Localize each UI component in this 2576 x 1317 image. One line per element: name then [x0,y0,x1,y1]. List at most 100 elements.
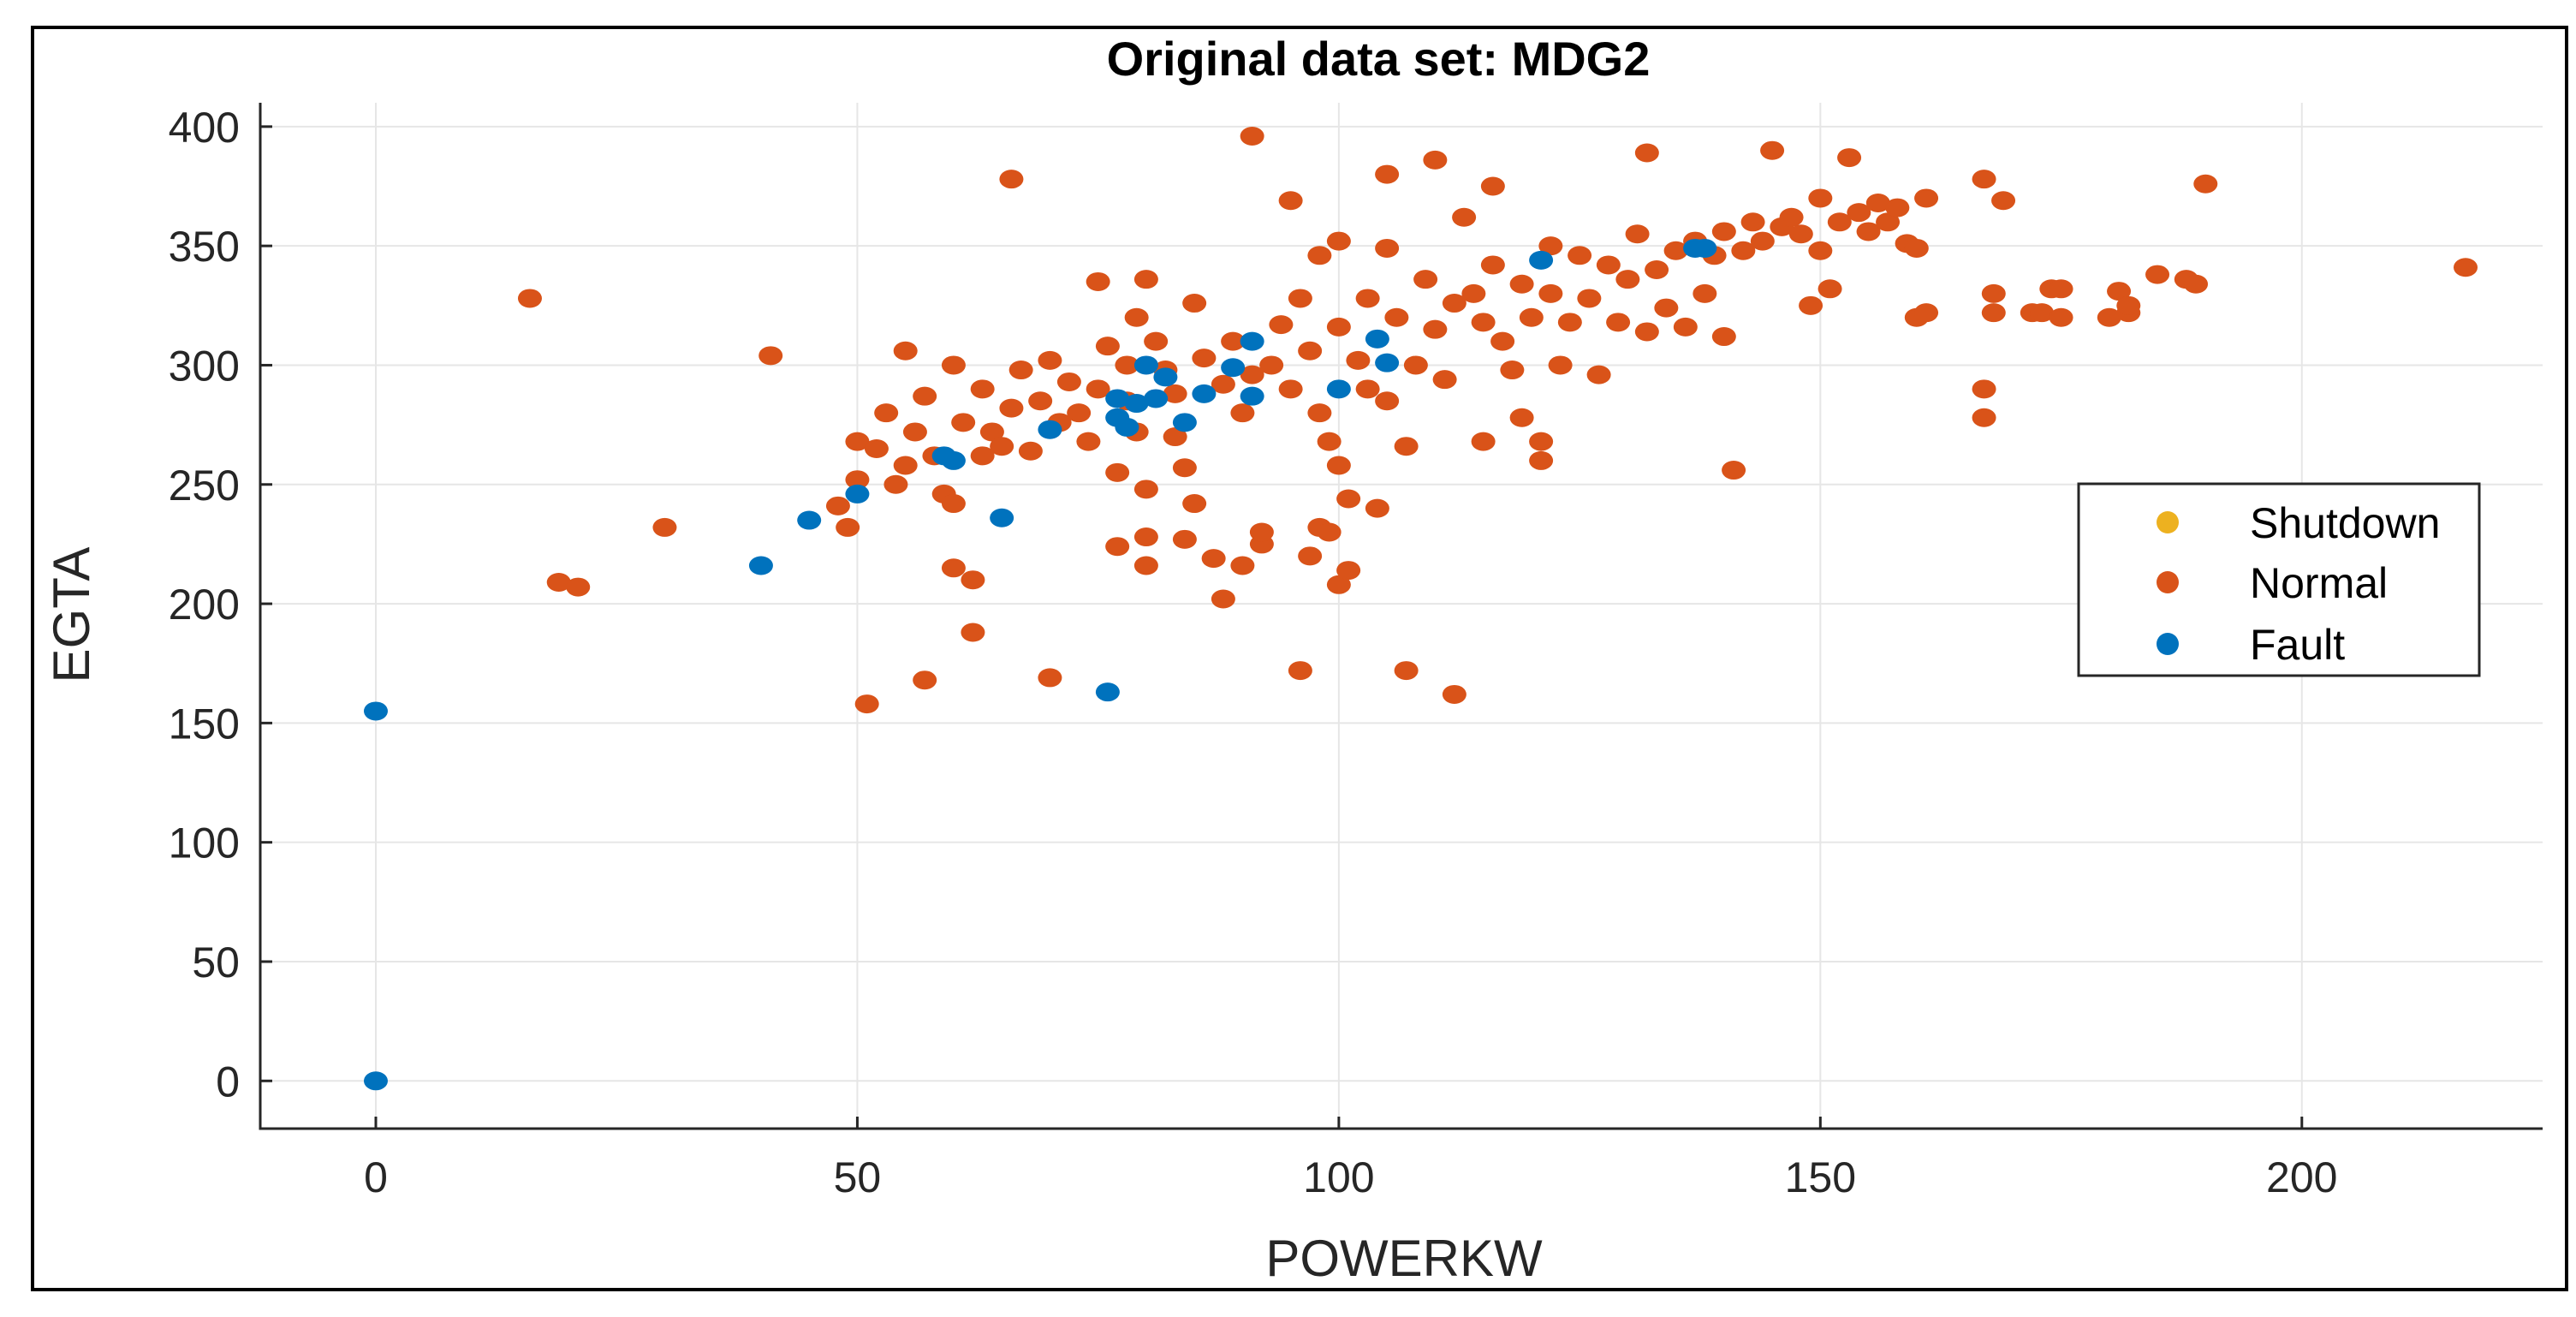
fault-point [1192,384,1217,403]
normal-point [1346,350,1371,370]
normal-point [1355,379,1380,399]
normal-point [1509,274,1534,294]
normal-point [1904,238,1929,258]
normal-point [1288,289,1312,308]
normal-point [1365,498,1389,518]
fault-point [941,450,966,470]
normal-point [1115,355,1139,375]
normal-point [1442,294,1466,313]
normal-point [2049,279,2073,299]
normal-point [999,398,1024,418]
normal-point [2097,307,2121,327]
normal-point [1133,270,1158,289]
normal-point [1480,176,1505,196]
normal-point [1568,246,1592,265]
normal-point [836,517,860,537]
normal-point [1673,317,1698,337]
normal-point [1423,150,1448,170]
normal-point [2049,307,2073,327]
normal-point [1056,372,1081,391]
normal-point [1711,222,1736,241]
legend-marker-normal [2157,571,2179,593]
normal-point [1981,303,2006,323]
fault-point [1375,353,1400,372]
normal-point [1038,350,1062,370]
normal-point [1538,283,1563,303]
normal-point [1230,556,1255,575]
normal-point [1336,489,1361,509]
normal-point [1144,331,1169,351]
legend: Shutdown Normal Fault [2077,482,2481,677]
normal-point [1163,427,1187,447]
normal-point [1586,365,1611,384]
normal-point [1529,432,1554,451]
normal-point [1298,341,1323,361]
normal-point [1972,379,1996,399]
fault-point [990,508,1014,527]
fault-point [1326,379,1351,399]
normal-point [1249,522,1274,542]
normal-point [1423,319,1448,339]
normal-point [546,572,571,592]
y-tick-label: 300 [169,342,240,390]
normal-point [1731,241,1756,260]
normal-point [1326,231,1351,251]
fault-point [1693,238,1717,258]
normal-point [1596,255,1621,275]
normal-point [1326,317,1351,337]
normal-point [1394,661,1419,681]
normal-point [1645,260,1669,280]
normal-point [1201,549,1226,569]
y-tick-label: 400 [169,104,240,152]
normal-point [1211,374,1235,394]
normal-point [1654,298,1679,318]
normal-point [825,496,850,515]
normal-point [893,341,918,361]
normal-point [961,623,985,642]
x-tick-label: 100 [1303,1153,1374,1201]
normal-point [1355,289,1380,308]
normal-point [979,422,1004,442]
normal-point [1067,403,1092,423]
normal-point [1914,188,1939,208]
x-tick-label: 0 [364,1153,388,1201]
y-tick-label: 350 [169,223,240,271]
normal-point [845,470,870,490]
normal-point [1606,313,1631,332]
normal-point [999,170,1024,189]
normal-point [1375,238,1400,258]
normal-point [1105,537,1130,557]
normal-point [1336,561,1361,581]
y-tick-label: 150 [169,700,240,748]
normal-point [1163,384,1187,403]
normal-point [1452,207,1477,227]
normal-point [1740,212,1765,232]
y-tick-label: 200 [169,581,240,629]
normal-point [1394,437,1419,456]
x-axis-ticks: 0 50 100 150 200 [364,1117,2337,1201]
normal-point [1278,379,1303,399]
normal-point [951,413,976,432]
normal-point [913,670,937,690]
normal-point [1317,522,1342,542]
normal-point [1693,283,1717,303]
normal-point [1307,246,1332,265]
normal-point [913,386,937,406]
normal-point [1827,212,1852,232]
normal-point [902,422,927,442]
fault-series [363,238,1717,1091]
legend-label-normal: Normal [2250,559,2388,607]
normal-point [1298,546,1323,566]
normal-point [1615,270,1640,289]
normal-point [1634,322,1659,342]
normal-point [1548,355,1573,375]
normal-point [1086,379,1110,399]
normal-point [1663,241,1688,260]
normal-point [1500,361,1525,380]
normal-point [1529,450,1554,470]
fault-point [1144,389,1169,408]
normal-point [517,289,542,308]
normal-point [1471,432,1496,451]
normal-point [1625,224,1650,244]
normal-point [1018,441,1043,461]
